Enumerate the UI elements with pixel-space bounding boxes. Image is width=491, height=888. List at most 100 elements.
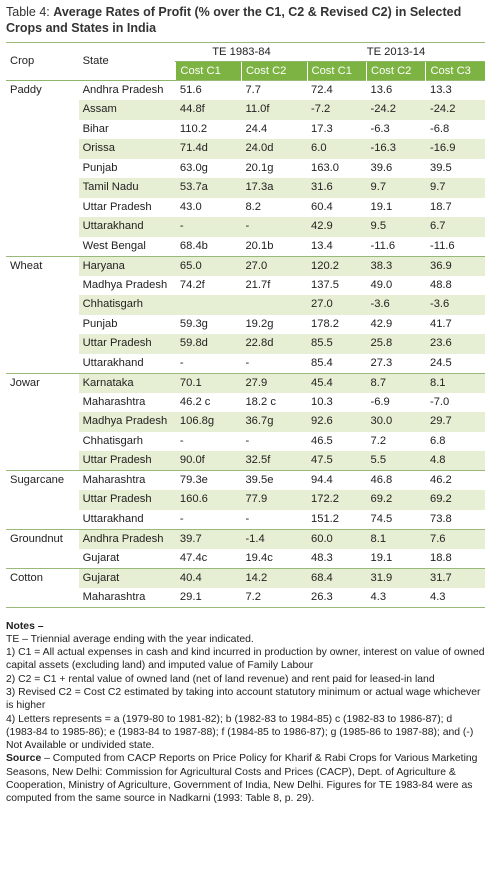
value-cell: 48.8 [429, 278, 452, 291]
value-cell: 46.5 [311, 434, 333, 447]
state-cell: Chhatisgarh [82, 434, 143, 447]
value-cell: 11.0f [241, 100, 307, 120]
value-cell: 32.5f [241, 451, 307, 471]
value-cell: -11.6 [429, 239, 455, 252]
cost-header: Cost C1 [175, 61, 242, 81]
value-cell: 30.0 [366, 412, 426, 432]
state-cell: Gujarat [78, 567, 176, 588]
value-cell: 26.3 [311, 590, 333, 603]
value-cell: 73.8 [429, 512, 452, 525]
notes: Notes – TE – Triennial average ending wi… [6, 620, 485, 806]
crop-cell: Paddy [6, 80, 79, 256]
table-head: Crop State TE 1983-84 TE 2013-14 Cost C1… [6, 42, 485, 81]
value-cell: 74.2f [179, 278, 205, 291]
notes-heading: Notes – [6, 620, 44, 632]
cost-header: Cost C2 [365, 61, 426, 81]
value-cell: 160.6 [175, 490, 242, 510]
value-cell: -3.6 [425, 295, 485, 315]
value-cell: 14.2 [241, 567, 307, 588]
value-cell: 47.5 [307, 451, 367, 471]
value-cell: 19.2g [245, 317, 274, 330]
value-cell: 85.4 [311, 356, 333, 369]
note-line: 4) Letters represents = a (1979-80 to 19… [6, 713, 474, 752]
value-cell: 22.8d [241, 334, 307, 354]
state-cell: Uttarakhand [78, 217, 176, 237]
state-cell: Maharashtra [82, 590, 146, 603]
value-cell: 36.9 [425, 255, 485, 276]
value-cell: 70.1 [175, 372, 242, 393]
value-cell: 94.4 [307, 470, 367, 490]
value-cell: 7.2 [245, 590, 262, 603]
table-body: Paddy Andhra Pradesh 51.6 7.7 72.4 13.6 13.3 As… [6, 80, 485, 607]
profit-table: Crop State TE 1983-84 TE 2013-14 Cost C1… [6, 42, 485, 608]
table-row: Madhya Pradesh 74.2f 21.7f 137.5 49.0 48.8 [6, 276, 485, 296]
table-row: Chhatisgarh 27.0 -3.6 -3.6 [6, 295, 485, 315]
state-cell: Bihar [82, 122, 109, 135]
value-cell: 7.2 [370, 434, 387, 447]
value-cell: 137.5 [311, 278, 339, 291]
table-row: Uttar Pradesh 90.0f 32.5f 47.5 5.5 4.8 [6, 451, 485, 471]
table-row: Paddy Andhra Pradesh 51.6 7.7 72.4 13.6 13.3 [6, 80, 485, 256]
value-cell: 19.1 [370, 551, 393, 564]
table-row: Tamil Nadu 53.7a 17.3a 31.6 9.7 9.7 [6, 178, 485, 198]
table-row: Chhatisgarh - - 46.5 7.2 6.8 [6, 432, 485, 452]
header-cell: Crop [6, 42, 79, 81]
value-cell: 48.3 [311, 551, 333, 564]
value-cell: 20.1b [245, 239, 274, 252]
value-cell: 31.9 [366, 567, 426, 588]
value-cell: 13.4 [311, 239, 333, 252]
table-row: Jowar Karnataka 70.1 27.9 45.4 8.7 8.1 [6, 372, 485, 471]
value-cell: 8.7 [366, 372, 426, 393]
table-row: Punjab 59.3g 19.2g 178.2 42.9 41.7 [6, 315, 485, 335]
value-cell: 25.8 [366, 334, 426, 354]
note-line: 2) C2 = C1 + rental value of owned land … [6, 673, 435, 685]
value-cell: 59.3g [179, 317, 208, 330]
value-cell: 178.2 [311, 317, 339, 330]
value-cell: -1.4 [241, 528, 307, 549]
value-cell: -24.2 [425, 100, 485, 120]
value-cell: 43.0 [179, 200, 202, 213]
value-cell: 42.9 [370, 317, 393, 330]
cost-header-row: Cost C1 Cost C2 Cost C1 Cost C2 Cost C3 [6, 61, 485, 81]
value-cell: 6.0 [307, 139, 367, 159]
table-row: Maharashtra 46.2 c 18.2 c 10.3 -6.9 -7.0 [6, 393, 485, 413]
table-row: Uttarakhand - -42.9 9.5 6.7 [6, 217, 485, 237]
crop-cell: Wheat [6, 255, 79, 373]
value-cell: -24.2 [366, 100, 426, 120]
source: Source – Computed from CACP Reports on P… [6, 752, 485, 805]
cost-header: Cost C3 [425, 61, 485, 81]
value-cell: 60.0 [307, 528, 367, 549]
value-cell: 39.6 [370, 161, 393, 174]
value-cell: 53.7a [175, 178, 242, 198]
value-cell: 79.3e [175, 470, 242, 490]
value-cell: 6.8 [429, 434, 446, 447]
note-line: TE – Triennial average ending with the y… [6, 633, 254, 645]
value-cell: 7.6 [425, 528, 485, 549]
value-cell: 120.2 [307, 255, 367, 276]
table-row: Uttar Pradesh 160.6 77.9 172.2 69.2 69.2 [6, 490, 485, 510]
value-cell: -16.3 [366, 139, 426, 159]
state-cell: Andhra Pradesh [78, 80, 176, 100]
value-cell: 31.7 [425, 567, 485, 588]
value-cell: 9.7 [366, 178, 426, 198]
value-cell: 40.4 [175, 567, 242, 588]
value-cell: 163.0 [311, 161, 339, 174]
state-cell: West Bengal [82, 239, 146, 252]
cost-header: Cost C2 [240, 61, 307, 81]
value-cell: 6.7 [425, 217, 485, 237]
value-cell: - [179, 356, 184, 369]
value-cell: 69.2 [425, 490, 485, 510]
value-cell: 23.6 [425, 334, 485, 354]
value-cell: 63.0g [179, 161, 208, 174]
value-cell: 24.0d [241, 139, 307, 159]
value-cell: - [241, 217, 307, 237]
state-cell: Uttar Pradesh [82, 200, 152, 213]
value-cell: 151.2 [311, 512, 339, 525]
value-cell: 71.4d [175, 139, 242, 159]
state-cell: Madhya Pradesh [82, 278, 168, 291]
value-cell: 110.2 [179, 122, 208, 135]
state-cell: Gujarat [82, 551, 120, 564]
table-row: Uttarakhand - - 151.2 74.5 73.8 [6, 510, 485, 530]
table-row: Madhya Pradesh 106.8g 36.7g 92.6 30.0 29.7 [6, 412, 485, 432]
